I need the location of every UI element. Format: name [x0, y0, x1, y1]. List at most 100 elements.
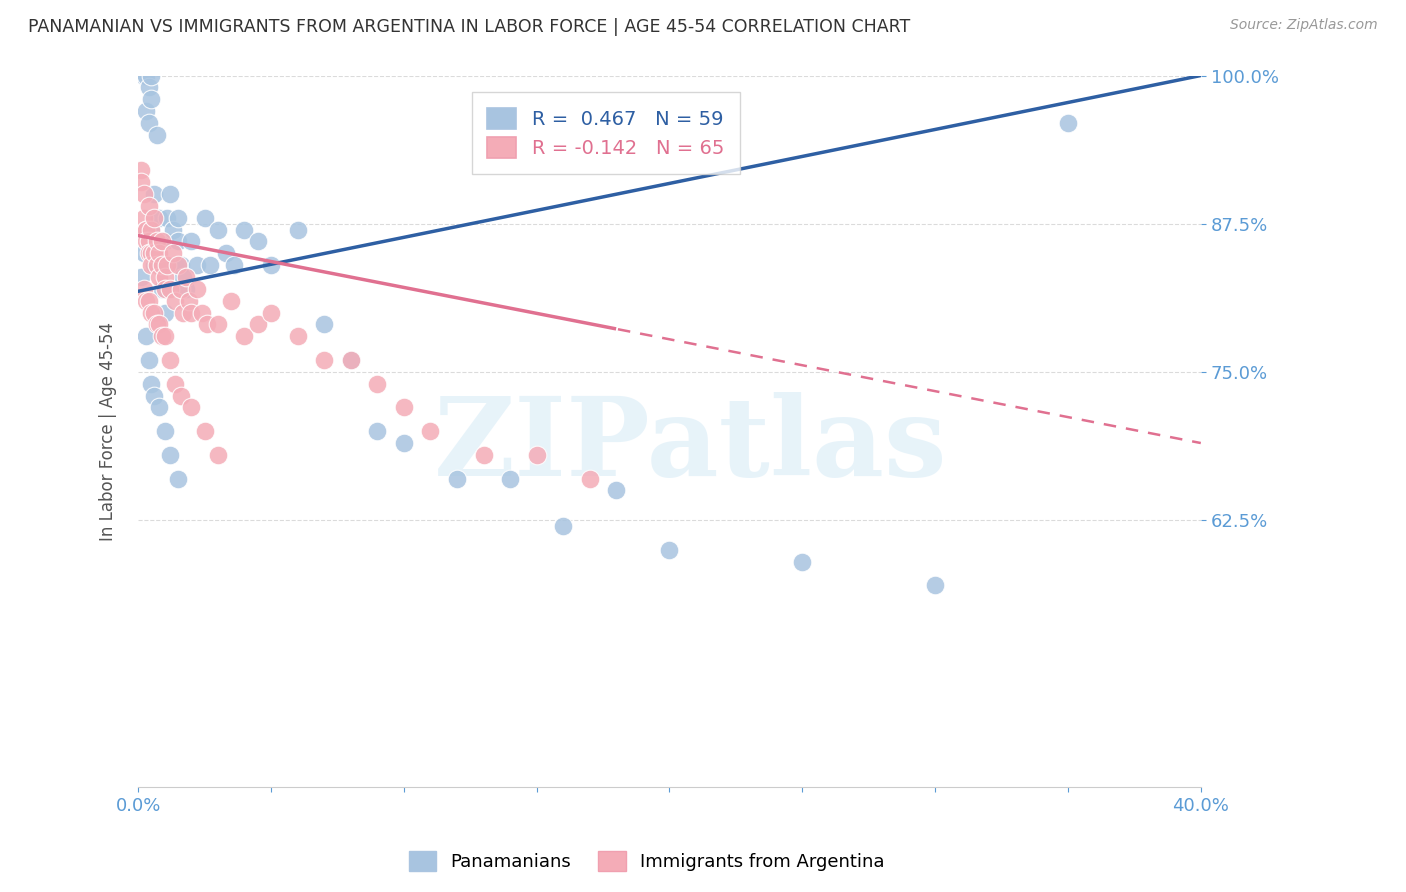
Point [138, 80, 160, 95]
Point [392, 401, 415, 415]
Point [180, 401, 202, 415]
Text: PANAMANIAN VS IMMIGRANTS FROM ARGENTINA IN LABOR FORCE | AGE 45-54 CORRELATION C: PANAMANIAN VS IMMIGRANTS FROM ARGENTINA … [28, 18, 910, 36]
Point [472, 448, 495, 462]
Point [314, 318, 336, 332]
Point [180, 235, 202, 249]
Point [165, 376, 187, 391]
Text: Source: ZipAtlas.com: Source: ZipAtlas.com [1230, 18, 1378, 32]
Point [167, 472, 190, 486]
Point [143, 389, 166, 403]
Legend: Panamanians, Immigrants from Argentina: Panamanians, Immigrants from Argentina [402, 844, 891, 879]
Point [186, 282, 208, 296]
Point [162, 222, 184, 236]
Point [159, 448, 181, 462]
Point [153, 329, 176, 343]
Point [924, 578, 946, 592]
Point [141, 376, 163, 391]
Point [186, 258, 208, 272]
Point [156, 258, 179, 272]
Point [129, 175, 152, 189]
Point [143, 211, 166, 225]
Point [198, 258, 221, 272]
Point [233, 222, 256, 236]
Point [135, 293, 157, 308]
Point [150, 282, 173, 296]
Point [153, 424, 176, 438]
Point [138, 246, 160, 260]
Point [553, 519, 575, 533]
Point [159, 282, 181, 296]
Point [148, 211, 170, 225]
Point [392, 436, 415, 450]
Point [658, 542, 681, 557]
Point [174, 282, 197, 296]
Point [165, 293, 187, 308]
Point [246, 235, 269, 249]
Point [132, 211, 155, 225]
Point [167, 258, 190, 272]
Point [153, 270, 176, 285]
Point [148, 246, 170, 260]
Point [150, 235, 173, 249]
Point [141, 69, 163, 83]
Point [174, 270, 197, 285]
Point [499, 472, 522, 486]
Point [162, 246, 184, 260]
Point [177, 293, 200, 308]
Point [150, 258, 173, 272]
Point [135, 235, 157, 249]
Point [143, 258, 166, 272]
Point [159, 187, 181, 202]
Point [135, 104, 157, 119]
Point [172, 270, 194, 285]
Point [287, 222, 309, 236]
Point [135, 69, 157, 83]
Point [167, 235, 190, 249]
Point [129, 270, 152, 285]
Legend: R =  0.467   N = 59, R = -0.142   N = 65: R = 0.467 N = 59, R = -0.142 N = 65 [471, 93, 740, 174]
Point [159, 353, 181, 368]
Point [526, 448, 548, 462]
Point [170, 282, 193, 296]
Point [605, 483, 627, 498]
Point [148, 235, 170, 249]
Point [141, 222, 163, 236]
Point [146, 128, 169, 142]
Point [366, 376, 388, 391]
Point [138, 235, 160, 249]
Point [132, 246, 155, 260]
Point [141, 305, 163, 319]
Point [135, 222, 157, 236]
Point [215, 246, 238, 260]
Point [207, 318, 229, 332]
Point [233, 329, 256, 343]
Point [143, 305, 166, 319]
Point [146, 318, 169, 332]
Point [792, 555, 814, 569]
Point [260, 305, 283, 319]
Point [146, 258, 169, 272]
Point [141, 258, 163, 272]
Point [138, 199, 160, 213]
Point [129, 163, 152, 178]
Point [153, 305, 176, 319]
Point [219, 293, 242, 308]
Point [207, 222, 229, 236]
Point [132, 282, 155, 296]
Point [150, 258, 173, 272]
Point [141, 246, 163, 260]
Point [138, 293, 160, 308]
Point [143, 187, 166, 202]
Point [1057, 116, 1080, 130]
Point [446, 472, 468, 486]
Point [138, 116, 160, 130]
Point [132, 187, 155, 202]
Point [148, 270, 170, 285]
Point [191, 305, 214, 319]
Point [135, 329, 157, 343]
Point [578, 472, 600, 486]
Point [156, 211, 179, 225]
Text: ZIPatlas: ZIPatlas [434, 392, 948, 499]
Point [138, 353, 160, 368]
Point [141, 222, 163, 236]
